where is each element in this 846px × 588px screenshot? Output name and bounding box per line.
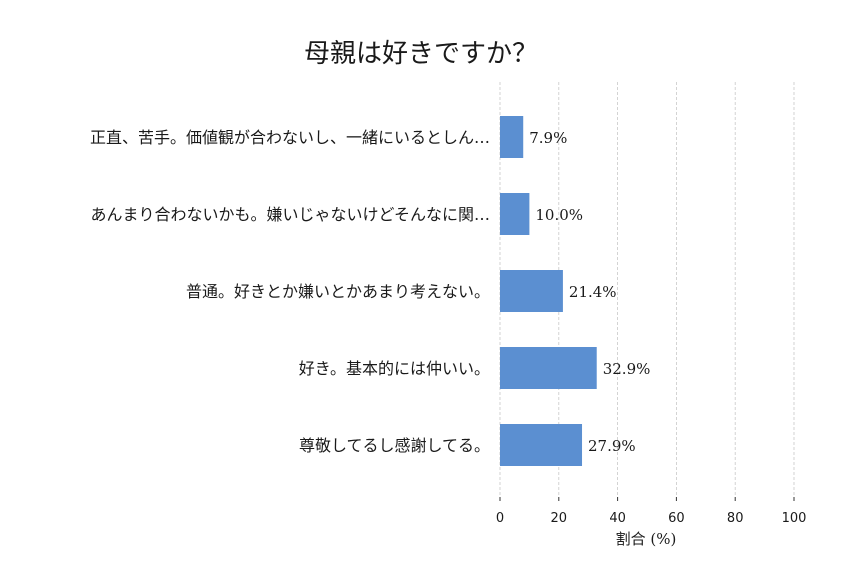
value-label: 27.9%: [588, 437, 636, 455]
x-tick-label: 80: [727, 511, 744, 526]
x-tick-label: 40: [609, 511, 626, 526]
value-label: 10.0%: [535, 206, 583, 224]
x-tick-label: 60: [668, 511, 685, 526]
bar: [500, 347, 597, 389]
x-axis-title: 割合 (%): [616, 530, 677, 548]
value-labels: 7.9% 10.0% 21.4% 32.9% 27.9%: [529, 129, 650, 455]
category-label: 好き。基本的には仲いい。: [299, 359, 490, 378]
x-tick-label: 100: [782, 511, 807, 526]
x-tick-label: 20: [551, 511, 568, 526]
bar: [500, 424, 583, 466]
value-label: 7.9%: [529, 129, 567, 147]
category-label: あんまり合わないかも。嫌いじゃないけどそんなに関…: [90, 205, 490, 224]
category-labels: 正直、苦手。価値観が合わないし、一緒にいるとしん… あんまり合わないかも。嫌いじゃ…: [90, 128, 490, 455]
chart-title: 母親は好きですか？: [304, 39, 538, 69]
bar: [500, 270, 563, 312]
value-label: 21.4%: [569, 283, 617, 301]
category-label: 尊敬してるし感謝してる。: [299, 436, 490, 455]
bar: [500, 116, 524, 158]
value-label: 32.9%: [603, 360, 651, 378]
category-label: 普通。好きとか嫌いとかあまり考えない。: [186, 282, 490, 301]
bar: [500, 193, 530, 235]
x-axis-ticks: 0 20 40 60 80 100: [496, 497, 807, 526]
x-tick-label: 0: [496, 511, 504, 526]
category-label: 正直、苦手。価値観が合わないし、一緒にいるとしん…: [90, 128, 490, 147]
bars: [500, 116, 597, 466]
